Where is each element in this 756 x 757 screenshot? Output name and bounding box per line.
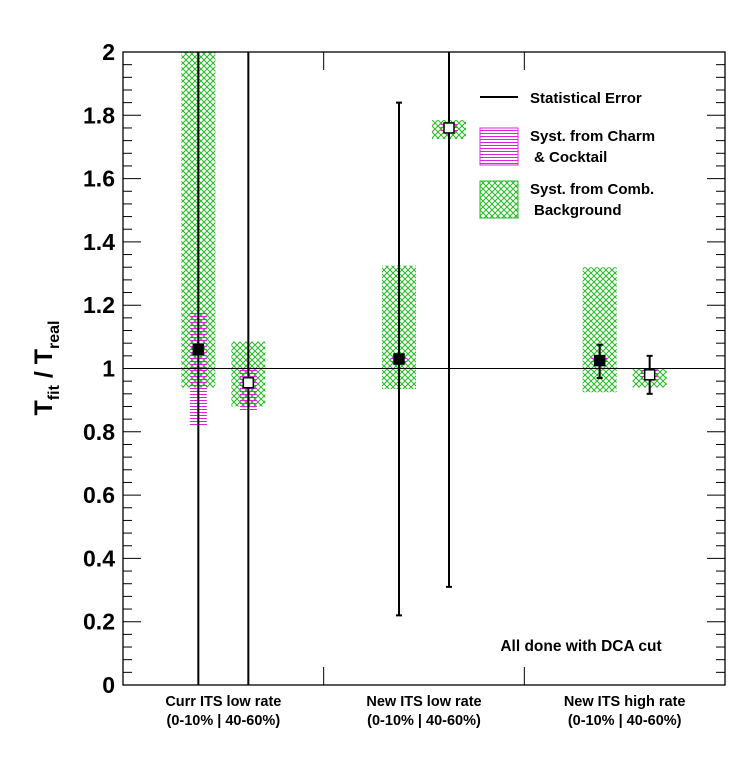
y-tick-label: 1.8 [83, 102, 115, 128]
data-point-filled [192, 343, 205, 356]
y-axis-label-main-1: T [30, 400, 58, 415]
y-axis-label-sub-1: fit [46, 384, 63, 400]
data-point-open [643, 369, 656, 381]
legend-label-stat: Statistical Error [530, 90, 642, 107]
data-point-open [443, 122, 455, 134]
legend: Statistical Error Syst. from Charm & Cockt… [479, 90, 655, 219]
legend-label-comb-line1: Syst. from Comb. [530, 181, 654, 198]
x-category-label-line2: (0-10% | 40-60%) [568, 713, 682, 729]
y-tick-label: 0.4 [83, 545, 115, 571]
x-category-label-line1: Curr ITS low rate [165, 694, 281, 710]
svg-text:Tfit / Treal: Tfit / Treal [30, 321, 63, 416]
data-point-filled [593, 354, 606, 367]
legend-label-comb-line2: Background [534, 202, 622, 219]
data-point-open [242, 376, 255, 389]
x-category-label-line1: New ITS high rate [564, 694, 686, 710]
y-tick-label: 2 [102, 39, 115, 65]
y-tick-label: 1.6 [83, 166, 115, 192]
y-axis-label-sub-2: real [46, 321, 63, 349]
x-category-label-line2: (0-10% | 40-60%) [367, 713, 481, 729]
y-tick-label: 0.2 [83, 609, 115, 635]
x-category-label-line1: New ITS low rate [366, 694, 481, 710]
legend-comb-symbol [479, 180, 519, 219]
y-tick-label: 0.6 [83, 482, 115, 508]
y-tick-label: 1.4 [83, 229, 115, 255]
legend-label-charm-line1: Syst. from Charm [530, 128, 655, 145]
x-category-label-line2: (0-10% | 40-60%) [166, 713, 280, 729]
annotation: All done with DCA cut [500, 638, 661, 655]
y-axis-label: Tfit / Treal [30, 321, 63, 416]
y-axis-label-main-2: / T [30, 349, 58, 385]
data-point-filled [393, 353, 405, 365]
y-tick-label: 0 [102, 672, 115, 698]
y-tick-label: 0.8 [83, 419, 115, 445]
legend-label-charm-line2: & Cocktail [534, 149, 607, 166]
legend-charm-symbol [479, 127, 519, 166]
y-tick-label: 1 [102, 356, 115, 382]
y-tick-label: 1.2 [83, 292, 115, 318]
